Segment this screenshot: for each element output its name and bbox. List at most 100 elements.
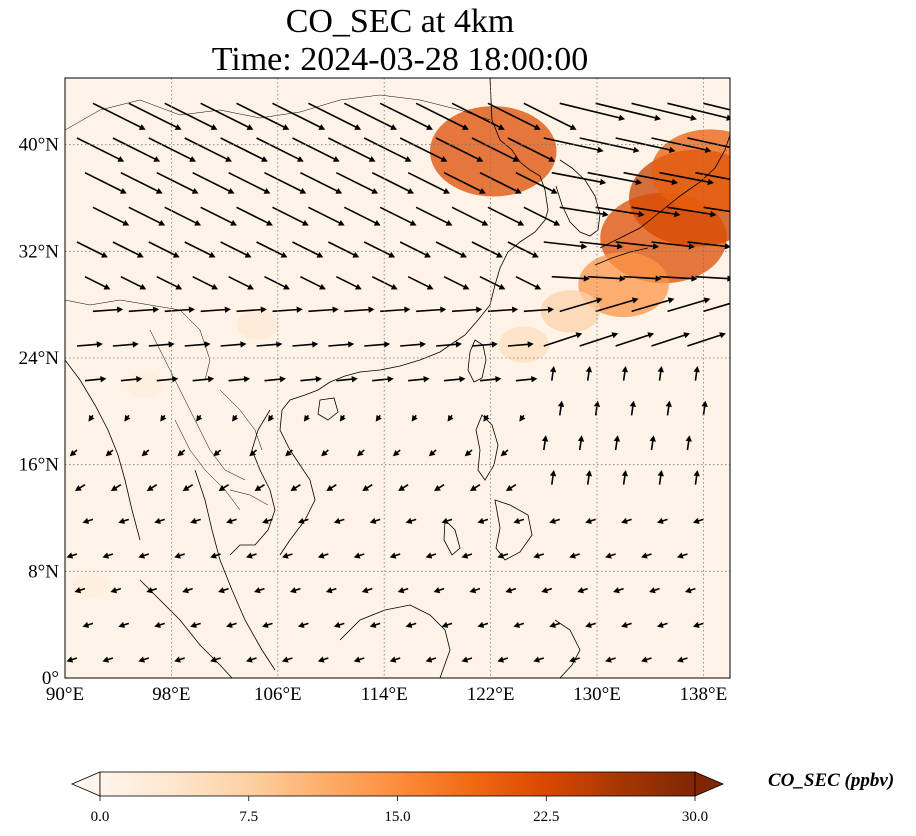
wind-vector bbox=[128, 308, 156, 313]
wind-vector bbox=[120, 171, 160, 193]
wind-vector-head bbox=[138, 552, 145, 559]
wind-vector-head bbox=[629, 400, 636, 408]
wind-vector-head bbox=[347, 341, 355, 348]
wind-vector bbox=[220, 137, 265, 161]
wind-vector bbox=[327, 241, 356, 257]
wind-vector-head bbox=[260, 306, 267, 313]
wind-vector bbox=[451, 102, 502, 129]
border-cambodia bbox=[229, 489, 269, 506]
wind-vector-head bbox=[511, 306, 519, 313]
wind-vector bbox=[220, 241, 249, 257]
wind-vector-head bbox=[354, 124, 362, 130]
wind-vector bbox=[631, 206, 677, 216]
wind-vector bbox=[76, 343, 99, 347]
wind-vector bbox=[559, 102, 622, 120]
border-china-north bbox=[65, 94, 491, 131]
wind-vector-head bbox=[146, 485, 154, 491]
wind-vector-head bbox=[211, 283, 219, 290]
wind-vector bbox=[156, 275, 179, 289]
wind-vector-head bbox=[549, 365, 557, 373]
coastline-philippines-south bbox=[494, 499, 533, 561]
wind-vector-head bbox=[709, 210, 717, 218]
coastline-east-asia bbox=[279, 78, 549, 556]
wind-vector-head bbox=[316, 251, 324, 258]
wind-vector-head bbox=[318, 124, 326, 130]
wind-vector bbox=[507, 241, 536, 257]
wind-vector-head bbox=[497, 656, 505, 663]
wind-vector-head bbox=[741, 147, 748, 153]
wind-vector-head bbox=[575, 332, 583, 339]
wind-vector-head bbox=[154, 517, 161, 524]
wind-vector-head bbox=[290, 485, 298, 491]
wind-vector-head bbox=[225, 156, 232, 162]
colorbar-max-extend bbox=[694, 771, 725, 797]
wind-vector-head bbox=[383, 341, 391, 348]
colorbar-bar bbox=[99, 771, 696, 797]
wind-vector bbox=[703, 302, 730, 313]
wind-vector-head bbox=[357, 449, 364, 457]
wind-vector bbox=[687, 137, 730, 149]
border-mekong bbox=[149, 329, 246, 481]
map-title: CO_SEC at 4km bbox=[285, 3, 515, 40]
wind-vector bbox=[400, 343, 423, 347]
wind-vector bbox=[84, 171, 124, 193]
wind-vector bbox=[364, 343, 387, 347]
wind-vector bbox=[328, 343, 351, 347]
wind-vector bbox=[559, 299, 599, 313]
wind-vector-head bbox=[368, 306, 375, 313]
wind-vector-head bbox=[397, 587, 405, 594]
wind-vector-head bbox=[103, 283, 111, 290]
wind-vector-head bbox=[361, 587, 369, 594]
wind-vector-head bbox=[158, 219, 166, 226]
wind-vector bbox=[120, 378, 139, 382]
wind-vector-head bbox=[101, 251, 108, 258]
wind-vector-head bbox=[505, 485, 513, 491]
wind-vector-head bbox=[246, 656, 253, 663]
wind-vector-head bbox=[514, 188, 522, 194]
border-china-west bbox=[65, 299, 211, 381]
lon-tick-label: 106°E bbox=[254, 684, 302, 705]
colorbar-label: CO_SEC (ppbv) bbox=[768, 770, 895, 791]
wind-vector bbox=[300, 275, 323, 289]
wind-vector-head bbox=[227, 188, 235, 194]
wind-vector bbox=[559, 206, 605, 216]
wind-vector-head bbox=[139, 283, 147, 290]
wind-vector-head bbox=[491, 341, 498, 348]
wind-vector-head bbox=[175, 283, 183, 290]
wind-vector bbox=[228, 378, 247, 382]
wind-vector-head bbox=[160, 414, 167, 422]
wind-vector bbox=[451, 206, 486, 225]
wind-vector-head bbox=[210, 124, 218, 130]
wind-vector-head bbox=[569, 552, 576, 559]
wind-vector-head bbox=[407, 188, 415, 194]
wind-vector-head bbox=[517, 219, 525, 226]
wind-vector-head bbox=[240, 341, 247, 348]
wind-vector-head bbox=[189, 156, 197, 162]
wind-vector-head bbox=[210, 656, 217, 663]
wind-vector-head bbox=[174, 656, 181, 663]
wind-vector-head bbox=[519, 414, 526, 422]
wind-vector bbox=[256, 241, 285, 257]
wind-vector-head bbox=[676, 656, 684, 663]
wind-vector-head bbox=[118, 517, 126, 524]
wind-vector-head bbox=[74, 485, 82, 491]
lon-tick-label: 122°E bbox=[467, 684, 515, 705]
lat-tick-label: 16°N bbox=[19, 455, 60, 476]
wind-vector-head bbox=[740, 297, 747, 303]
wind-vector-head bbox=[671, 178, 678, 186]
wind-vector bbox=[595, 206, 641, 216]
wind-vector-head bbox=[424, 251, 432, 258]
wind-vector-head bbox=[296, 306, 303, 313]
wind-vector-head bbox=[497, 124, 505, 130]
wind-vector bbox=[228, 275, 251, 289]
wind-vector-head bbox=[261, 156, 268, 162]
wind-vector-head bbox=[375, 414, 382, 422]
wind-vector-head bbox=[569, 124, 577, 130]
wind-vector-head bbox=[655, 275, 662, 282]
wind-vector-head bbox=[303, 414, 310, 422]
wind-vector-head bbox=[339, 414, 346, 422]
wind-vector-head bbox=[138, 656, 145, 663]
wind-vector-head bbox=[580, 243, 588, 250]
wind-vector-head bbox=[100, 375, 107, 383]
